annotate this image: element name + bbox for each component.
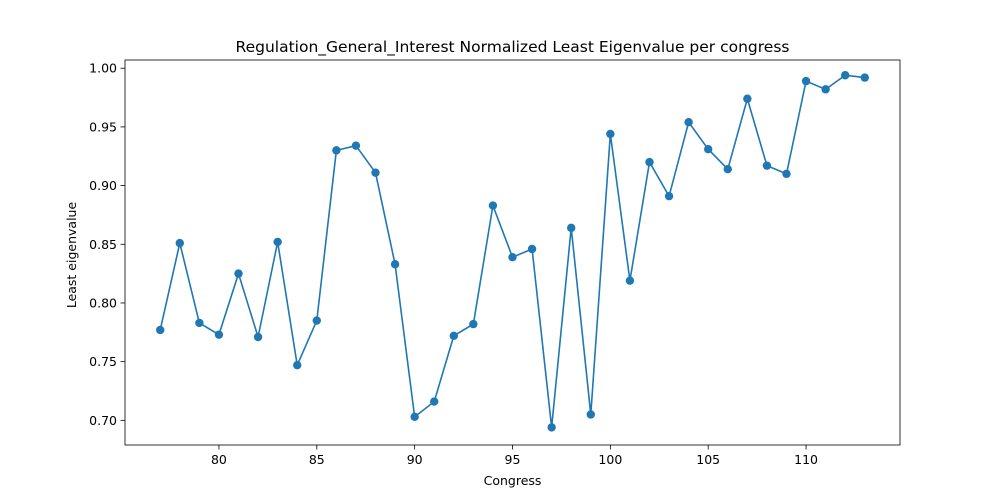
x-tick-label: 85 (309, 452, 325, 467)
x-tick-label: 105 (696, 452, 720, 467)
x-tick-label: 100 (598, 452, 622, 467)
data-point (410, 412, 419, 422)
data-point (195, 318, 204, 328)
x-axis: 80 85 90 95 100 105 110 (211, 445, 818, 467)
data-point (332, 146, 341, 155)
data-point (371, 168, 380, 177)
data-point (253, 332, 263, 342)
x-tick-label: 110 (794, 452, 818, 467)
data-point (390, 260, 400, 269)
data-point (214, 330, 224, 339)
data-point (547, 423, 556, 432)
data-point (273, 237, 282, 247)
data-point (508, 252, 517, 262)
data-point (743, 94, 752, 103)
y-tick-label: 0.75 (89, 354, 117, 369)
data-point (782, 169, 791, 179)
data-point (606, 129, 615, 139)
data-point (156, 325, 165, 335)
y-tick-label: 0.90 (89, 178, 117, 193)
data-point (234, 269, 243, 278)
y-tick-label: 0.70 (89, 413, 117, 428)
data-point (488, 201, 498, 210)
x-axis-label: Congress (484, 473, 542, 488)
data-point (469, 319, 478, 329)
data-point (351, 141, 361, 150)
y-tick-label: 1.00 (89, 61, 117, 76)
x-tick-label: 80 (211, 452, 227, 467)
data-point (821, 85, 830, 94)
data-point (527, 244, 537, 254)
data-point (430, 397, 439, 406)
data-point (762, 161, 772, 170)
x-tick-label: 90 (407, 452, 423, 467)
y-axis-label: Least eigenvalue (64, 202, 79, 309)
data-point (704, 145, 713, 154)
y-tick-label: 0.95 (89, 119, 117, 134)
x-tick-label: 95 (505, 452, 521, 467)
data-point (801, 76, 811, 86)
chart-title: Regulation_General_Interest Normalized L… (236, 38, 790, 57)
y-tick-label: 0.80 (89, 295, 117, 310)
plot-area (156, 71, 869, 432)
series-line (159, 74, 865, 428)
y-axis: 0.70 0.75 0.80 0.85 0.90 0.95 1.00 (89, 61, 125, 428)
data-point (449, 331, 458, 341)
data-point (586, 410, 595, 419)
data-point (684, 118, 693, 127)
data-point (293, 360, 302, 370)
data-point (625, 276, 635, 285)
y-tick-label: 0.85 (89, 237, 117, 252)
data-point (567, 223, 576, 233)
data-point (645, 157, 654, 167)
data-point (175, 238, 184, 248)
data-point (841, 71, 850, 80)
plot-frame (124, 59, 901, 446)
data-point (723, 164, 732, 174)
data-point (312, 316, 321, 325)
data-point (860, 73, 869, 82)
data-point (664, 191, 674, 201)
